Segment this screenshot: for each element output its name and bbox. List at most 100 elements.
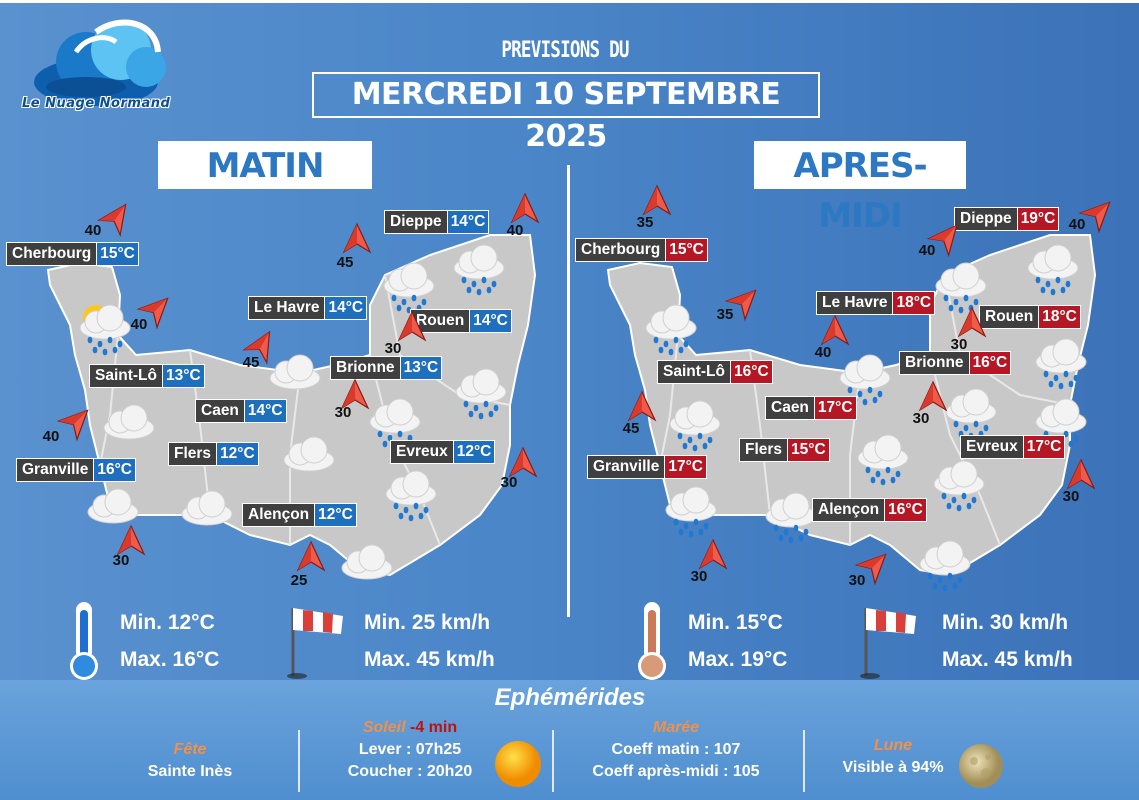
soleil-delta: -4 min (410, 719, 458, 736)
wind-speed-label: 30 (912, 410, 930, 427)
cloud-weather-icon (264, 350, 326, 410)
wind-speed-label: 30 (1062, 488, 1080, 505)
rain-weather-icon (940, 384, 1002, 444)
wind-arrow-icon (397, 310, 427, 342)
wind-arrow-icon (1078, 201, 1111, 234)
ephemerides-band (0, 680, 1139, 800)
wind-arrow-icon (136, 297, 169, 330)
city-label-evreux: Evreux 12°C (390, 440, 496, 464)
wind-speed-label: 40 (918, 242, 936, 259)
afternoon-temp-max: Max. 19°C (688, 648, 788, 671)
wind-arrow-icon (724, 289, 757, 322)
rain-weather-icon (448, 240, 510, 300)
morning-temp-max: Max. 16°C (120, 648, 220, 671)
rain-weather-icon (852, 430, 914, 490)
wind-speed-label: 30 (384, 340, 402, 357)
maree-label: Marée (652, 719, 700, 736)
top-border (0, 0, 1139, 3)
sun-rain-weather-icon (74, 300, 136, 360)
windsock-icon-pm (860, 608, 916, 679)
cloud-weather-icon (82, 484, 144, 544)
wind-arrow-icon (508, 446, 538, 478)
wind-arrow-icon (698, 538, 728, 570)
thermometer-cold-icon (70, 602, 98, 680)
city-label-saint-lo-pm: Saint-Lô 16°C (657, 360, 773, 384)
fete-label: Fête (173, 741, 207, 758)
header-prefix: PREVISIONS DU (501, 38, 629, 63)
sun-icon (495, 741, 541, 787)
city-label-granville-pm: Granville 17°C (587, 455, 707, 479)
city-label-saint-lo: Saint-Lô 13°C (89, 364, 205, 388)
wind-speed-label: 40 (42, 428, 60, 445)
wind-speed-label: 30 (848, 572, 866, 589)
city-label-caen-pm: Caen 17°C (765, 396, 857, 420)
morning-wind-max: Max. 45 km/h (364, 648, 495, 671)
soleil-lever: Lever : 07h25 (358, 741, 462, 758)
windsock-icon (287, 608, 343, 679)
rain-weather-icon (1022, 240, 1084, 300)
rain-weather-icon (760, 488, 822, 548)
afternoon-wind-min: Min. 30 km/h (942, 611, 1069, 634)
wind-arrow-icon (926, 224, 958, 258)
soleil-coucher: Coucher : 20h20 (347, 763, 473, 780)
fete-block: Fête Sainte Inès (110, 741, 270, 781)
city-label-cherbourg-pm: Cherbourg 15°C (575, 238, 708, 262)
city-label-evreux-pm: Evreux 17°C (960, 435, 1066, 459)
wind-speed-label: 45 (622, 420, 640, 437)
wind-arrow-icon (1066, 458, 1096, 490)
rain-weather-icon (1030, 394, 1092, 454)
wind-speed-label: 40 (130, 316, 148, 333)
rain-weather-icon (928, 456, 990, 516)
wind-arrow-icon (854, 553, 887, 586)
wind-arrow-icon (642, 184, 672, 216)
wind-speed-label: 30 (112, 552, 130, 569)
ephemerides-title: Ephémérides (494, 684, 646, 711)
cloud-weather-icon (176, 486, 238, 546)
wind-arrow-icon (296, 540, 326, 572)
wind-arrow-icon (918, 380, 948, 412)
rain-weather-icon (834, 350, 896, 410)
rain-weather-icon (378, 258, 440, 318)
wind-arrow-icon (627, 390, 657, 422)
rain-weather-icon (450, 364, 512, 424)
afternoon-title: APRES-MIDI (754, 141, 966, 236)
wind-arrow-icon (96, 203, 127, 238)
rain-weather-icon (914, 536, 976, 596)
city-label-rouen: Rouen 14°C (410, 309, 512, 333)
cloud-weather-icon (336, 540, 398, 600)
wind-speed-label: 30 (334, 404, 352, 421)
morning-temp-min: Min. 12°C (120, 611, 215, 634)
afternoon-wind-max: Max. 45 km/h (942, 648, 1073, 671)
wind-speed-label: 30 (690, 568, 708, 585)
city-label-brionne: Brionne 13°C (330, 356, 443, 380)
wind-speed-label: 40 (814, 344, 832, 361)
rain-weather-icon (930, 258, 992, 318)
wind-speed-label: 30 (500, 474, 518, 491)
wind-speed-label: 40 (1068, 216, 1086, 233)
maree-apres-midi: Coeff après-midi : 105 (592, 763, 760, 780)
city-label-rouen-pm: Rouen 18°C (979, 305, 1081, 329)
thermometer-warm-icon (638, 602, 666, 680)
city-label-brionne-pm: Brionne 16°C (899, 351, 1012, 375)
lune-block: Lune Visible à 94% (828, 737, 958, 777)
city-label-granville: Granville 16°C (16, 458, 136, 482)
rain-weather-icon (660, 482, 722, 542)
city-label-dieppe: Dieppe 14°C (384, 210, 490, 234)
cloud-weather-icon (98, 400, 160, 460)
city-label-le-havre: Le Havre 14°C (248, 296, 368, 320)
wind-speed-label: 35 (636, 214, 654, 231)
city-label-caen: Caen 14°C (195, 399, 287, 423)
wind-speed-label: 40 (506, 222, 524, 239)
soleil-block: Soleil -4 min Lever : 07h25 Coucher : 20… (320, 719, 500, 781)
maree-matin: Coeff matin : 107 (611, 741, 741, 758)
lune-label: Lune (873, 737, 913, 754)
maree-block: Marée Coeff matin : 107 Coeff après-midi… (568, 719, 784, 781)
fete-value: Sainte Inès (147, 763, 233, 780)
header-date: MERCREDI 10 SEPTEMBRE 2025 (312, 72, 820, 154)
wind-arrow-icon (957, 306, 987, 338)
wind-arrow-icon (340, 378, 370, 410)
city-label-le-havre-pm: Le Havre 18°C (816, 291, 936, 315)
eph-separator (298, 730, 300, 792)
city-label-flers: Flers 12°C (168, 442, 259, 466)
